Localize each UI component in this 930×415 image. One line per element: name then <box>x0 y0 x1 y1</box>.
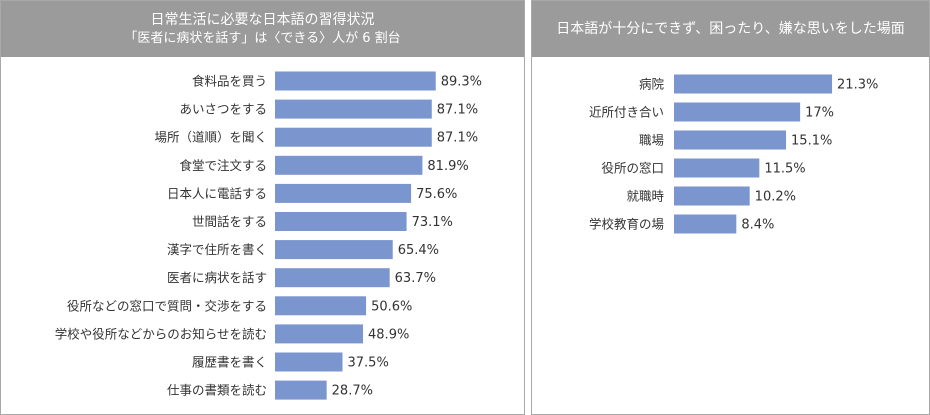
skills-bar <box>275 155 423 175</box>
trouble-category-label: 職場 <box>639 133 664 148</box>
skills-value-label: 87.1% <box>437 131 478 146</box>
skills-value-label: 73.1% <box>412 215 453 230</box>
skills-value-label: 48.9% <box>368 327 409 342</box>
skills-value-label: 65.4% <box>398 243 439 258</box>
trouble-bar <box>674 214 737 234</box>
skills-category-label: 学校や役所などからのお知らせを読む <box>55 326 267 341</box>
skills-bar <box>275 380 327 400</box>
trouble-bar <box>674 74 833 94</box>
skills-category-label: 日本人に電話する <box>167 186 267 201</box>
skills-value-label: 87.1% <box>437 103 478 118</box>
skills-value-label: 37.5% <box>348 356 389 371</box>
skills-bar <box>275 296 367 316</box>
skills-value-label: 50.6% <box>371 299 412 314</box>
trouble-value-label: 11.5% <box>764 162 805 177</box>
trouble-category-label: 病院 <box>639 77 665 92</box>
skills-category-label: 世間話をする <box>192 214 267 229</box>
skills-bar <box>275 183 412 203</box>
skills-category-label: 食料品を買う <box>192 74 267 89</box>
skills-category-label: 仕事の書類を読む <box>167 383 267 398</box>
skills-panel-header: 日常生活に必要な日本語の習得状況 「医者に病状を話す」は〈できる〉人が 6 割台 <box>1 1 524 57</box>
skills-bar-chart: 食料品を買う 89.3% あいさつをする 87.1% 場所（道順）を聞く 87.1% 食堂で… <box>55 71 482 400</box>
trouble-bar <box>674 102 801 122</box>
trouble-panel-header: 日本語が十分にできず、困ったり、嫌な思いをした場面 <box>532 1 929 57</box>
skills-value-label: 89.3% <box>441 75 482 90</box>
skills-value-label: 28.7% <box>332 384 373 399</box>
trouble-value-label: 21.3% <box>837 78 878 93</box>
trouble-chart-title: 日本語が十分にできず、困ったり、嫌な思いをした場面 <box>556 21 905 37</box>
trouble-bar <box>674 130 787 150</box>
skills-bar <box>275 324 364 344</box>
trouble-value-label: 17% <box>805 106 834 121</box>
trouble-value-label: 10.2% <box>755 190 796 205</box>
skills-bar <box>275 212 407 231</box>
trouble-category-label: 役所の窓口 <box>601 161 664 176</box>
trouble-category-label: 学校教育の場 <box>589 217 664 232</box>
trouble-bar <box>674 186 750 206</box>
skills-value-label: 63.7% <box>395 271 436 286</box>
skills-chart-title: 日常生活に必要な日本語の習得状況 <box>150 12 375 28</box>
skills-bar <box>275 71 436 91</box>
trouble-panel: 日本語が十分にできず、困ったり、嫌な思いをした場面 病院 21.3% 近所付き合い 1… <box>531 0 930 415</box>
skills-bar <box>275 240 393 260</box>
skills-category-label: あいさつをする <box>179 102 267 117</box>
skills-category-label: 場所（道順）を聞く <box>154 130 267 145</box>
trouble-bar-chart: 病院 21.3% 近所付き合い 17% 職場 15.1% 役所の窓口 11.5% 就職時 10.2… <box>589 74 878 234</box>
skills-category-label: 履歴書を書く <box>192 355 267 370</box>
trouble-value-label: 15.1% <box>791 134 832 149</box>
skills-category-label: 漢字で住所を書く <box>167 242 267 257</box>
skills-value-label: 81.9% <box>427 159 468 174</box>
skills-category-label: 医者に病状を話す <box>167 270 267 285</box>
trouble-value-label: 8.4% <box>741 218 774 233</box>
skills-category-label: 役所などの窓口で質問・交渉をする <box>67 298 267 313</box>
skills-value-label: 75.6% <box>416 187 457 202</box>
skills-chart-subtitle: 「医者に病状を話す」は〈できる〉人が 6 割台 <box>124 31 401 46</box>
skills-bar <box>275 352 343 372</box>
skills-category-label: 食堂で注文する <box>179 158 267 173</box>
skills-bar <box>275 268 390 288</box>
trouble-category-label: 就職時 <box>626 189 664 204</box>
skills-bar <box>275 99 432 119</box>
skills-bar <box>275 127 432 147</box>
trouble-bar <box>674 158 760 178</box>
skills-panel: 日常生活に必要な日本語の習得状況 「医者に病状を話す」は〈できる〉人が 6 割台… <box>0 0 525 415</box>
trouble-category-label: 近所付き合い <box>589 105 664 120</box>
